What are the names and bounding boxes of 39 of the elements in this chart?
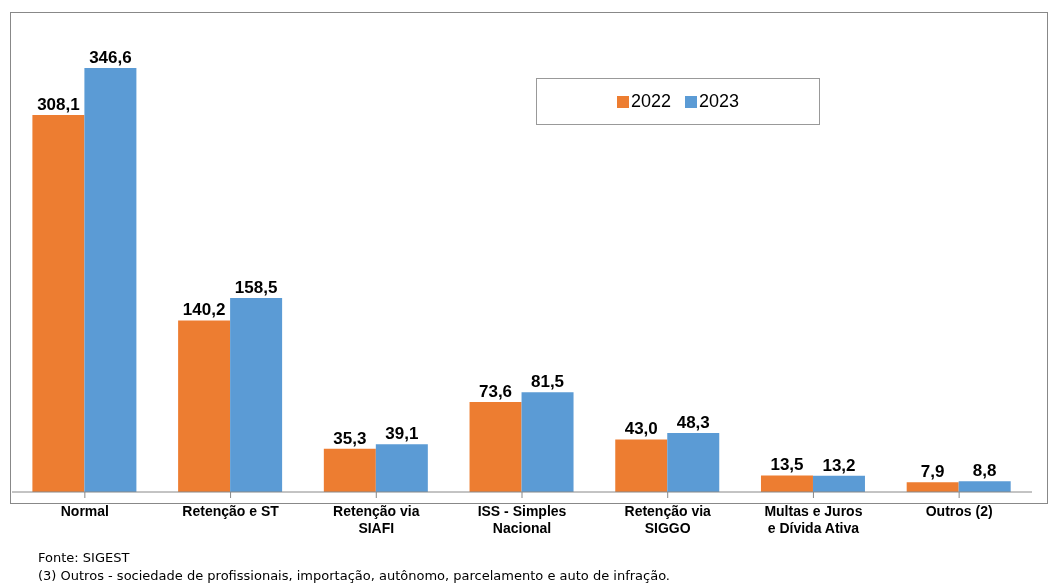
bar — [375, 444, 428, 492]
bar — [323, 448, 376, 492]
bar — [812, 475, 865, 492]
legend-label: 2022 — [629, 91, 671, 112]
bar — [178, 320, 231, 492]
x-tick-label: Retenção e ST — [182, 503, 280, 519]
text: (3) Outros - sociedade de profissionais, importação, autônomo, parcelamento e auto de infração. — [38, 568, 670, 583]
source-note: Fonte: SIGEST — [38, 550, 130, 565]
bar — [958, 481, 1011, 492]
data-label: 13,2 — [822, 455, 856, 475]
data-label: 39,1 — [385, 424, 419, 444]
legend-label: 2023 — [697, 91, 739, 112]
data-label: 48,3 — [676, 412, 710, 432]
bar — [615, 439, 668, 492]
bar — [469, 401, 522, 492]
data-label: 140,2 — [182, 300, 226, 320]
x-tick-label: Retenção via SIGGO — [624, 503, 712, 536]
data-label: 346,6 — [89, 48, 132, 67]
bar — [230, 298, 283, 492]
bar — [760, 475, 813, 492]
data-label: 81,5 — [531, 372, 565, 392]
x-tick-label: ISS - Simples Nacional — [477, 503, 567, 536]
bar — [32, 115, 85, 492]
data-label: 8,8 — [972, 461, 997, 481]
data-label: 7,9 — [920, 462, 945, 482]
data-label: 13,5 — [770, 455, 804, 475]
data-label: 158,5 — [234, 278, 278, 298]
x-tick-label: Outros (2) — [925, 503, 993, 519]
data-label: 73,6 — [479, 381, 513, 401]
bar — [906, 482, 959, 492]
bar — [521, 392, 574, 492]
x-tick-label: Multas e Juros e Dívida Ativa — [764, 503, 863, 536]
bar — [667, 432, 720, 492]
bar — [84, 68, 137, 492]
data-label: 43,0 — [624, 419, 658, 439]
data-label: 308,1 — [37, 95, 80, 115]
data-label: 35,3 — [333, 428, 367, 448]
x-tick-label: Normal — [60, 503, 109, 519]
x-tick-label: Retenção via SIAFI — [333, 503, 420, 536]
